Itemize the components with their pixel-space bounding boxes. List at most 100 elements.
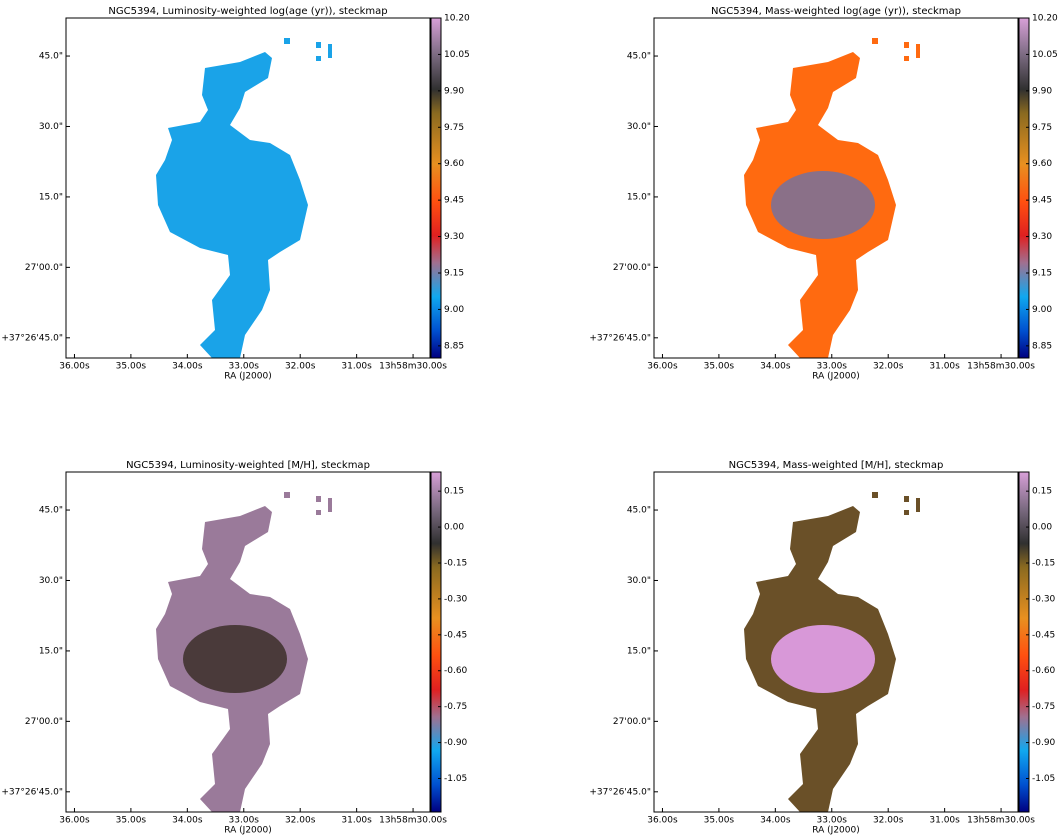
colorbar-tick-label: -0.30 <box>444 594 468 604</box>
colorbar-tick-label: -0.75 <box>1032 702 1055 712</box>
x-tick-label: 32.00s <box>873 816 904 826</box>
colorbar-tick-label: -0.60 <box>1032 666 1056 676</box>
x-tick-label: 13h58m30.00s <box>967 362 1035 372</box>
x-tick-label: 13h58m30.00s <box>967 816 1035 826</box>
x-tick-label: 31.00s <box>341 816 372 826</box>
y-tick-label: 15.0" <box>627 646 651 656</box>
colorbar-tick-label: -0.90 <box>444 738 468 748</box>
colorbar-tick-label: 10.20 <box>1032 14 1058 24</box>
axes-frame <box>65 17 431 359</box>
x-tick-label: 33.00s <box>817 362 848 372</box>
x-tick-label: 35.00s <box>704 816 735 826</box>
colorbar-tick-label: -0.60 <box>444 666 468 676</box>
x-tick-label: 32.00s <box>285 816 316 826</box>
colorbar-tick-label: -0.30 <box>1032 594 1056 604</box>
y-tick-label: +37°26'45.0" <box>589 333 651 343</box>
x-axis-label: RA (J2000) <box>812 372 860 382</box>
y-tick-label: 30.0" <box>39 576 63 586</box>
colorbar <box>1018 471 1030 813</box>
colorbar-tick-label: 9.15 <box>444 269 464 279</box>
colorbar-tick-label: -0.15 <box>1032 558 1055 568</box>
y-tick-label: 27'00.0" <box>613 717 651 727</box>
colorbar-tick-label: 9.45 <box>444 196 464 206</box>
galaxy-core <box>183 625 287 693</box>
colorbar-tick-label: 9.90 <box>444 86 464 96</box>
y-tick-label: 27'00.0" <box>613 263 651 273</box>
x-tick-label: 34.00s <box>172 362 203 372</box>
colorbar-tick-label: 10.05 <box>444 50 470 60</box>
x-tick-label: 36.00s <box>59 362 90 372</box>
y-tick-label: 45.0" <box>627 506 651 516</box>
y-tick-label: 45.0" <box>39 506 63 516</box>
x-axis-label: RA (J2000) <box>224 826 272 836</box>
x-tick-label: 36.00s <box>59 816 90 826</box>
x-axis-label: RA (J2000) <box>812 826 860 836</box>
x-tick-label: 13h58m30.00s <box>379 362 447 372</box>
colorbar-tick-label: 9.30 <box>444 232 464 242</box>
y-tick-label: 30.0" <box>627 122 651 132</box>
x-tick-label: 34.00s <box>760 362 791 372</box>
colorbar-tick-label: 9.75 <box>1032 123 1052 133</box>
y-tick-label: +37°26'45.0" <box>1 333 63 343</box>
chart-title: NGC5394, Luminosity-weighted [M/H], stec… <box>126 460 370 471</box>
colorbar-tick-label: 9.90 <box>1032 86 1052 96</box>
colorbar-tick-label: 9.60 <box>444 159 464 169</box>
x-tick-label: 32.00s <box>285 362 316 372</box>
x-tick-label: 32.00s <box>873 362 904 372</box>
colorbar-tick-label: 8.85 <box>1032 341 1052 351</box>
x-tick-label: 33.00s <box>229 362 260 372</box>
y-tick-label: 15.0" <box>39 192 63 202</box>
colorbar-tick-label: 9.30 <box>1032 232 1052 242</box>
x-tick-label: 34.00s <box>760 816 791 826</box>
colorbar-tick-label: -0.75 <box>444 702 467 712</box>
y-tick-label: 27'00.0" <box>25 263 63 273</box>
x-tick-label: 36.00s <box>647 816 678 826</box>
chart-title: NGC5394, Mass-weighted log(age (yr)), st… <box>711 6 961 17</box>
colorbar-tick-label: -0.15 <box>444 558 467 568</box>
x-tick-label: 31.00s <box>929 816 960 826</box>
colorbar-tick-label: -0.45 <box>444 630 467 640</box>
x-tick-label: 35.00s <box>116 816 147 826</box>
y-tick-label: 27'00.0" <box>25 717 63 727</box>
colorbar-tick-label: 8.85 <box>444 341 464 351</box>
galaxy-core <box>771 171 875 239</box>
y-tick-label: 45.0" <box>627 52 651 62</box>
colorbar-tick-label: 0.00 <box>1032 523 1052 533</box>
x-tick-label: 36.00s <box>647 362 678 372</box>
colorbar-tick-label: -1.05 <box>1032 774 1055 784</box>
x-tick-label: 31.00s <box>341 362 372 372</box>
x-tick-label: 35.00s <box>704 362 735 372</box>
y-tick-label: 15.0" <box>627 192 651 202</box>
colorbar-tick-label: 0.00 <box>444 523 464 533</box>
colorbar-tick-label: 9.00 <box>1032 305 1052 315</box>
colorbar-tick-label: 9.75 <box>444 123 464 133</box>
chart-title: NGC5394, Mass-weighted [M/H], steckmap <box>729 460 944 471</box>
y-tick-label: 45.0" <box>39 52 63 62</box>
axes-frame <box>653 17 1019 359</box>
colorbar-tick-label: 10.05 <box>1032 50 1058 60</box>
colorbar-tick-label: 9.60 <box>1032 159 1052 169</box>
colorbar-tick-label: 0.15 <box>444 487 464 497</box>
colorbar-tick-label: 9.45 <box>1032 196 1052 206</box>
colorbar-tick-label: 9.00 <box>444 305 464 315</box>
colorbar-tick-label: -1.05 <box>444 774 467 784</box>
colorbar-tick-label: 9.15 <box>1032 269 1052 279</box>
x-axis-label: RA (J2000) <box>224 372 272 382</box>
chart-title: NGC5394, Luminosity-weighted log(age (yr… <box>108 6 387 17</box>
y-tick-label: 30.0" <box>627 576 651 586</box>
y-tick-label: +37°26'45.0" <box>1 787 63 797</box>
axes-frame <box>65 471 431 813</box>
colorbar-tick-label: 0.15 <box>1032 487 1052 497</box>
x-tick-label: 34.00s <box>172 816 203 826</box>
x-tick-label: 33.00s <box>817 816 848 826</box>
colorbar-tick-label: -0.45 <box>1032 630 1055 640</box>
galaxy-core <box>771 625 875 693</box>
x-tick-label: 35.00s <box>116 362 147 372</box>
colorbar-tick-label: 10.20 <box>444 14 470 24</box>
galaxy-map <box>156 38 332 358</box>
x-tick-label: 33.00s <box>229 816 260 826</box>
y-tick-label: 30.0" <box>39 122 63 132</box>
y-tick-label: 15.0" <box>39 646 63 656</box>
colorbar <box>430 17 442 359</box>
